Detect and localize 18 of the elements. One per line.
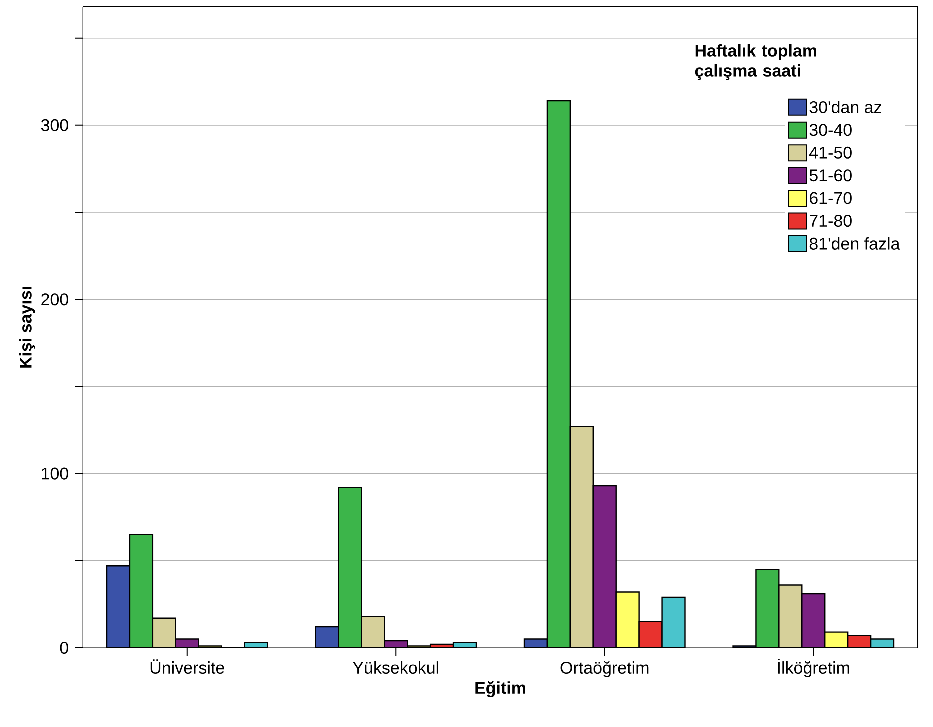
y-tick-label: 300 xyxy=(41,119,68,132)
legend-label: 30'dan az xyxy=(810,101,882,114)
legend-label: 61-70 xyxy=(810,192,852,204)
legend-label: 41-50 xyxy=(810,146,852,159)
x-tick-label: Ortaöğretim xyxy=(560,661,649,678)
legend-label: 81'den fazla xyxy=(810,237,900,250)
y-axis-title: Kişi sayısı xyxy=(19,287,36,368)
legend-label: 71-80 xyxy=(810,214,852,228)
legend-label: 51-60 xyxy=(810,170,852,182)
y-tick-label: 100 xyxy=(42,468,68,480)
x-axis-title: Eğitim xyxy=(476,681,526,698)
x-tick-label: Yüksekokul xyxy=(353,662,438,674)
y-tick-label: 200 xyxy=(42,294,68,306)
y-tick-label: 0 xyxy=(60,642,68,654)
legend-title: Haftalık toplam çalışma saati xyxy=(695,44,816,80)
x-tick-label: Üniversite xyxy=(150,660,224,674)
legend-label: 30-40 xyxy=(810,124,852,136)
x-tick-label: İlköğretim xyxy=(778,659,850,678)
